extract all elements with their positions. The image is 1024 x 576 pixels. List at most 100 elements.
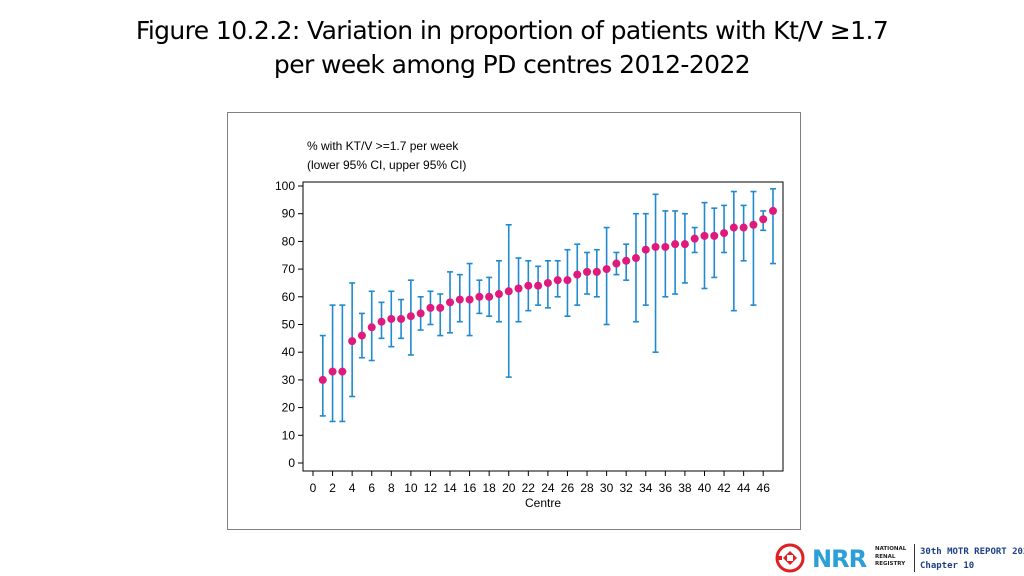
centre-point — [661, 242, 670, 251]
centre-point — [553, 276, 562, 285]
nrr-subtitle-line: NATIONAL — [875, 546, 907, 552]
centre-point — [514, 284, 523, 293]
centre-point — [700, 231, 709, 240]
y-tick-label: 90 — [282, 207, 296, 221]
centre-point — [602, 265, 611, 274]
centre-point — [455, 295, 464, 304]
x-tick-label: 16 — [463, 481, 477, 495]
x-tick-label: 42 — [717, 481, 731, 495]
centre-point — [641, 245, 650, 254]
footer-branding: NRR NATIONAL RENAL REGISTRY 30th MOTR RE… — [774, 542, 1024, 576]
y-tick-label: 70 — [282, 262, 296, 276]
report-title: 30th MOTR REPORT 2022 — [920, 547, 1024, 557]
x-tick-label: 12 — [424, 481, 438, 495]
y-tick-label: 80 — [282, 234, 296, 248]
centre-point — [680, 240, 689, 249]
centre-point — [651, 242, 660, 251]
y-tick-label: 100 — [275, 179, 295, 193]
figure-title-line1: Figure 10.2.2: Variation in proportion o… — [135, 16, 889, 45]
nrr-logo-subtitle: NATIONAL RENAL REGISTRY — [875, 546, 915, 569]
centre-point — [543, 278, 552, 287]
centre-point — [348, 337, 357, 346]
y-tick-label: 60 — [282, 290, 296, 304]
centre-point — [367, 323, 376, 332]
centre-point — [426, 303, 435, 312]
centre-point — [338, 367, 347, 376]
y-tick-label: 0 — [288, 456, 295, 470]
x-tick-label: 30 — [600, 481, 614, 495]
x-tick-label: 26 — [561, 481, 575, 495]
y-tick-label: 20 — [282, 401, 296, 415]
x-axis-label: Centre — [525, 496, 561, 510]
x-tick-label: 22 — [522, 481, 536, 495]
centre-point — [612, 259, 621, 268]
centre-point — [465, 295, 474, 304]
y-axis-label-line1: % with KT/V >=1.7 per week — [307, 139, 459, 153]
centre-point — [622, 256, 631, 265]
x-tick-label: 40 — [698, 481, 712, 495]
x-tick-label: 44 — [737, 481, 751, 495]
centre-point — [729, 223, 738, 232]
centre-point — [397, 314, 406, 323]
nrr-subtitle-line: REGISTRY — [875, 561, 906, 567]
centre-point — [485, 292, 494, 301]
centre-point — [328, 367, 337, 376]
centre-point — [720, 229, 729, 238]
y-tick-label: 50 — [282, 318, 296, 332]
x-tick-label: 8 — [388, 481, 395, 495]
centre-point — [769, 206, 777, 215]
centre-point — [494, 290, 503, 299]
x-tick-label: 10 — [404, 481, 418, 495]
footer-divider — [914, 544, 915, 572]
x-tick-label: 38 — [678, 481, 692, 495]
centre-point — [318, 375, 327, 384]
centre-point — [710, 231, 719, 240]
centre-point — [406, 312, 415, 321]
y-tick-label: 30 — [282, 373, 296, 387]
x-tick-label: 20 — [502, 481, 516, 495]
x-tick-label: 14 — [443, 481, 457, 495]
centre-point — [446, 298, 455, 307]
centre-point — [357, 331, 366, 340]
x-tick-label: 36 — [659, 481, 673, 495]
figure-title: Figure 10.2.2: Variation in proportion o… — [0, 14, 1024, 82]
x-tick-label: 34 — [639, 481, 653, 495]
report-label: 30th MOTR REPORT 2022 Chapter 10 — [920, 545, 1024, 573]
nrr-logo-text: NRR — [812, 545, 867, 573]
y-axis-label-line2: (lower 95% CI, upper 95% CI) — [307, 158, 466, 172]
y-tick-label: 10 — [282, 428, 296, 442]
centre-point — [759, 215, 768, 224]
centre-point — [739, 223, 748, 232]
figure-title-line2: per week among PD centres 2012-2022 — [273, 50, 751, 79]
centre-point — [475, 292, 484, 301]
nrr-subtitle-line: RENAL — [875, 553, 896, 560]
centre-point — [387, 314, 396, 323]
x-tick-label: 4 — [349, 481, 356, 495]
y-tick-label: 40 — [282, 345, 296, 359]
x-tick-label: 6 — [368, 481, 375, 495]
plot-area-border — [302, 181, 784, 472]
centre-point — [563, 276, 572, 285]
x-tick-label: 46 — [757, 481, 771, 495]
renal-registry-emblem-icon — [775, 543, 805, 573]
x-tick-label: 2 — [329, 481, 336, 495]
centre-point — [377, 317, 386, 326]
x-tick-label: 32 — [620, 481, 634, 495]
centre-point — [573, 270, 582, 279]
chart-frame: 0 10 20 30 40 50 60 70 80 90 100 0 2 4 6 8 10 12 14 16 18 20 2… — [227, 112, 801, 530]
centre-point — [671, 240, 680, 249]
centre-point — [592, 267, 601, 276]
centre-point — [416, 309, 425, 318]
centre-point — [504, 287, 513, 296]
x-tick-label: 28 — [580, 481, 594, 495]
x-tick-label: 18 — [482, 481, 496, 495]
centre-point — [690, 234, 699, 243]
centre-point — [749, 220, 758, 229]
report-chapter: Chapter 10 — [920, 561, 975, 571]
x-tick-label: 24 — [541, 481, 555, 495]
centre-point — [436, 303, 445, 312]
centre-point — [583, 267, 592, 276]
centre-point — [524, 281, 533, 290]
x-tick-label: 0 — [310, 481, 317, 495]
